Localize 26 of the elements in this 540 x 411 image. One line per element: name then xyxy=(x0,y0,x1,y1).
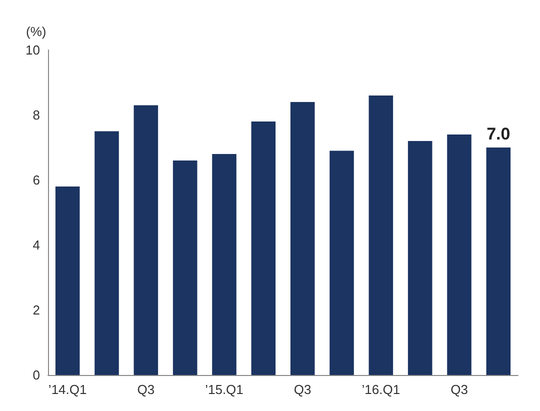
x-tick-label: Q3 xyxy=(137,382,155,397)
y-tick-label: 4 xyxy=(32,238,40,252)
x-tick-label: ’14.Q1 xyxy=(48,382,87,397)
y-tick-label: 2 xyxy=(32,302,40,318)
y-tick-label: 0 xyxy=(32,368,40,382)
data-label: 7.0 xyxy=(486,124,510,144)
x-tick-label: ’16.Q1 xyxy=(362,382,400,397)
bar xyxy=(172,160,198,375)
bar xyxy=(94,131,119,375)
bar xyxy=(134,105,158,375)
bar xyxy=(330,150,354,375)
bar xyxy=(290,102,315,375)
bar xyxy=(447,134,472,375)
bar xyxy=(408,141,432,375)
bar xyxy=(212,154,236,375)
x-tick-label: Q3 xyxy=(294,382,312,397)
bar xyxy=(368,96,394,375)
bar xyxy=(251,122,276,375)
y-axis-title: (%) xyxy=(26,24,46,39)
x-tick-label: Q3 xyxy=(450,382,468,397)
y-tick-label: 6 xyxy=(32,172,40,188)
bar xyxy=(486,148,511,375)
y-tick-label: 8 xyxy=(32,108,40,122)
bar xyxy=(55,186,80,375)
x-tick-label: ’15.Q1 xyxy=(205,382,244,397)
y-tick-label: 10 xyxy=(26,42,40,58)
